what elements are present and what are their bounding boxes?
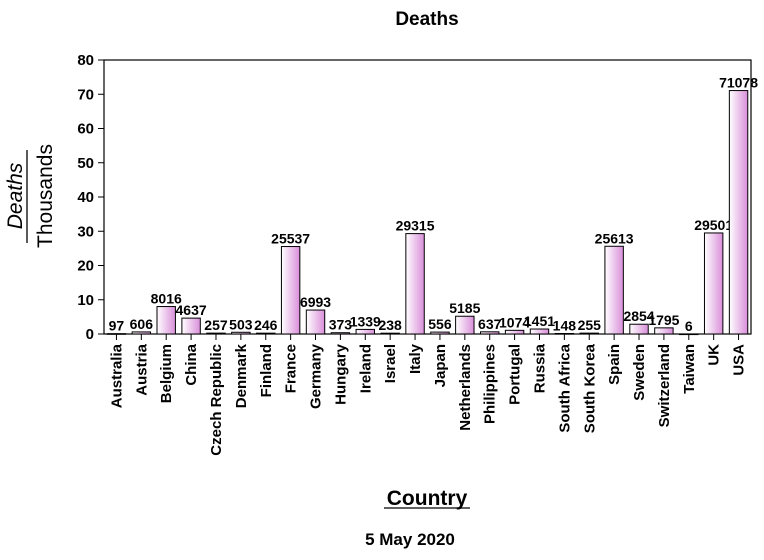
x-tick-label: Spain bbox=[606, 344, 623, 385]
y-axis-label: Deaths bbox=[4, 162, 27, 229]
x-tick-label: Austria bbox=[133, 343, 150, 395]
x-tick-label: China bbox=[183, 343, 200, 385]
data-label: 29501 bbox=[694, 217, 733, 233]
bar bbox=[330, 332, 351, 335]
x-tick-label: Japan bbox=[432, 344, 449, 387]
x-tick-label: South Korea bbox=[581, 343, 598, 433]
y-tick-label: 50 bbox=[77, 155, 94, 172]
bar bbox=[728, 90, 749, 335]
bar bbox=[231, 331, 251, 335]
x-tick-label: Ireland bbox=[357, 344, 374, 393]
data-label: 373 bbox=[329, 317, 353, 333]
y-tick-label: 80 bbox=[77, 52, 94, 69]
bar bbox=[529, 328, 550, 335]
y-tick-label: 30 bbox=[77, 223, 94, 240]
x-tick-label: Italy bbox=[407, 343, 424, 374]
bar bbox=[430, 331, 450, 335]
x-tick-label: Sweden bbox=[631, 344, 648, 401]
data-label: 5185 bbox=[449, 300, 480, 316]
data-label: 25613 bbox=[595, 230, 634, 246]
bar bbox=[629, 323, 649, 335]
x-tick-label: Portugal bbox=[507, 344, 524, 405]
y-tick-label: 10 bbox=[77, 292, 94, 309]
chart-date-note: 5 May 2020 bbox=[365, 530, 455, 549]
data-label: 71078 bbox=[719, 75, 758, 91]
bar bbox=[480, 331, 500, 335]
bar bbox=[181, 317, 201, 335]
data-label: 556 bbox=[428, 316, 452, 332]
x-tick-label: Finland bbox=[258, 344, 275, 397]
y-tick-label: 60 bbox=[77, 121, 94, 138]
data-label: 637 bbox=[478, 316, 502, 332]
data-label: 238 bbox=[378, 317, 402, 333]
x-tick-label: France bbox=[283, 344, 300, 393]
data-label: 1339 bbox=[350, 313, 381, 329]
x-tick-label: UK bbox=[706, 344, 723, 366]
plot-area: 0 10 20 30 40 50 60 70 80 97 Australia 606 Austria 80… bbox=[77, 52, 758, 456]
bar bbox=[305, 309, 326, 335]
bar bbox=[156, 306, 176, 335]
y-axis-label-group: Deaths Thousands bbox=[4, 144, 57, 248]
y-tick-label: 70 bbox=[77, 86, 94, 103]
bar bbox=[455, 315, 475, 335]
data-label: 1074 bbox=[499, 314, 530, 330]
bar bbox=[504, 329, 525, 335]
bar bbox=[405, 233, 425, 335]
bar bbox=[206, 332, 226, 335]
data-label: 6 bbox=[685, 318, 693, 334]
y-tick-label: 0 bbox=[86, 326, 94, 343]
x-tick-label: Hungary bbox=[332, 343, 349, 405]
chart-title: Deaths bbox=[395, 9, 458, 30]
bar bbox=[604, 245, 624, 335]
bar bbox=[355, 328, 375, 335]
x-tick-label: USA bbox=[731, 344, 748, 376]
data-label: 148 bbox=[553, 317, 577, 333]
bar bbox=[256, 332, 276, 335]
data-label: 29315 bbox=[396, 218, 435, 234]
y-axis-unit-label: Thousands bbox=[34, 144, 57, 248]
x-tick-label: Philippines bbox=[482, 344, 499, 424]
data-label: 1451 bbox=[524, 313, 555, 329]
data-label: 8016 bbox=[151, 291, 182, 307]
x-tick-label: Israel bbox=[382, 344, 399, 383]
data-label: 1795 bbox=[648, 312, 679, 328]
data-label: 255 bbox=[578, 317, 602, 333]
data-label: 503 bbox=[229, 316, 253, 332]
data-label: 257 bbox=[204, 317, 228, 333]
x-tick-label: Denmark bbox=[233, 343, 250, 408]
plot-frame bbox=[103, 59, 752, 335]
data-label: 97 bbox=[109, 318, 125, 334]
bar bbox=[579, 332, 599, 335]
x-axis-label: Country bbox=[387, 487, 468, 510]
y-tick-label: 20 bbox=[77, 258, 94, 275]
x-tick-label: Germany bbox=[308, 343, 325, 409]
bar bbox=[703, 232, 724, 335]
x-tick-label: Belgium bbox=[158, 344, 175, 403]
data-label: 6993 bbox=[300, 294, 331, 310]
data-label: 2854 bbox=[623, 308, 654, 324]
data-label: 4637 bbox=[176, 302, 207, 318]
data-label: 606 bbox=[130, 316, 154, 332]
x-tick-label: Switzerland bbox=[656, 344, 673, 427]
y-tick-label: 40 bbox=[77, 189, 94, 206]
data-label: 246 bbox=[254, 317, 278, 333]
x-tick-label: Czech Republic bbox=[208, 344, 225, 456]
x-tick-label: Russia bbox=[531, 343, 548, 393]
x-tick-label: Netherlands bbox=[457, 344, 474, 431]
x-tick-label: Taiwan bbox=[681, 344, 698, 394]
x-tick-label: South Africa bbox=[556, 343, 573, 432]
bar bbox=[380, 332, 400, 335]
bar bbox=[280, 246, 301, 335]
x-tick-label: Australia bbox=[108, 343, 125, 408]
data-label: 25537 bbox=[271, 231, 310, 247]
bar bbox=[131, 331, 152, 335]
bar bbox=[654, 327, 674, 335]
